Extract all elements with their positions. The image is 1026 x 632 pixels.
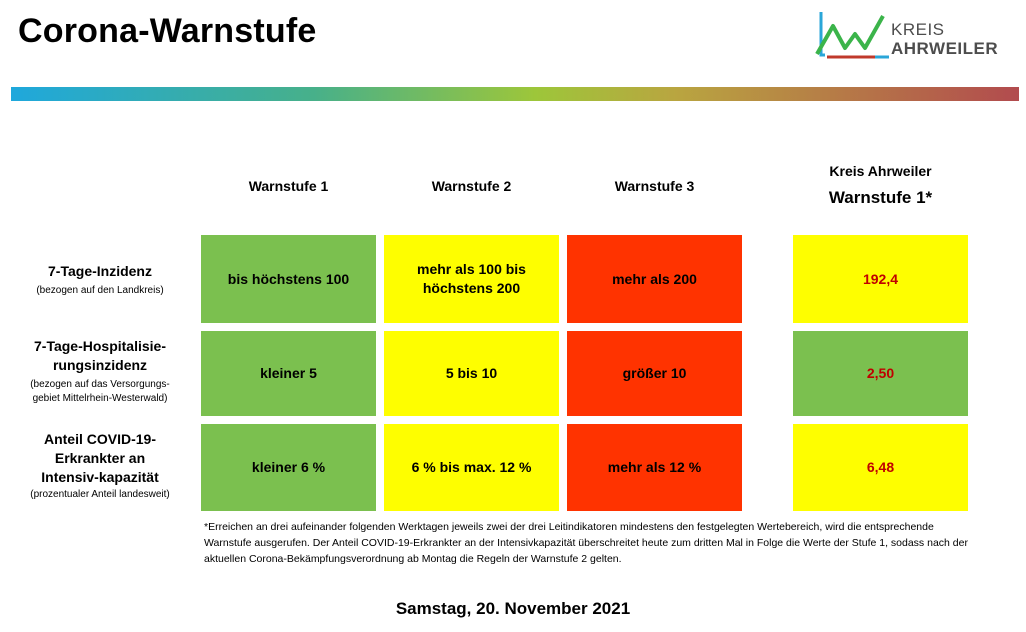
- cell-intensiv-stufe-2: 6 % bis max. 12 %: [384, 424, 559, 511]
- logo-line-ahrweiler: AHRWEILER: [891, 39, 999, 58]
- column-header-warnstufe-3: Warnstufe 3: [614, 178, 695, 194]
- row-label-subtitle: (bezogen auf das Versorgungs-gebiet Mitt…: [30, 379, 170, 404]
- cell-hospitalisierung-value: 2,50: [793, 331, 968, 416]
- cell-inzidenz-stufe-2: mehr als 100 bis höchstens 200: [384, 235, 559, 323]
- cell-hospitalisierung-stufe-2: 5 bis 10: [384, 331, 559, 416]
- row-label-inzidenz: 7-Tage-Inzidenz (bezogen auf den Landkre…: [4, 262, 196, 298]
- kreis-name: Kreis Ahrweiler: [829, 163, 932, 179]
- row-label-subtitle: (bezogen auf den Landkreis): [36, 285, 164, 296]
- header-gradient-bar: [11, 87, 1019, 101]
- row-label-subtitle: (prozentualer Anteil landesweit): [30, 489, 170, 500]
- row-label-title: 7-Tage-Hospitalisie-rungsinzidenz: [34, 338, 166, 373]
- aw-logo-mark-icon: [815, 12, 889, 59]
- cell-hospitalisierung-stufe-3: größer 10: [567, 331, 742, 416]
- kreis-current-level: Warnstufe 1*: [828, 188, 933, 207]
- column-header-warnstufe-2: Warnstufe 2: [431, 178, 512, 194]
- kreis-header: Kreis Ahrweiler Warnstufe 1*: [793, 163, 968, 208]
- column-header-warnstufe-1: Warnstufe 1: [248, 178, 329, 194]
- cell-intensiv-stufe-3: mehr als 12 %: [567, 424, 742, 511]
- cell-intensiv-value: 6,48: [793, 424, 968, 511]
- row-label-title: Anteil COVID-19-Erkrankter an Intensiv-k…: [41, 431, 159, 485]
- cell-inzidenz-stufe-1: bis höchstens 100: [201, 235, 376, 323]
- cell-inzidenz-stufe-3: mehr als 200: [567, 235, 742, 323]
- footnote: *Erreichen an drei aufeinander folgenden…: [204, 521, 968, 565]
- kreis-ahrweiler-logo: KREIS AHRWEILER: [815, 10, 1005, 60]
- cell-hospitalisierung-stufe-1: kleiner 5: [201, 331, 376, 416]
- row-label-hospitalisierung: 7-Tage-Hospitalisie-rungsinzidenz (bezog…: [4, 337, 196, 406]
- row-label-intensivkapazitaet: Anteil COVID-19-Erkrankter an Intensiv-k…: [4, 430, 196, 502]
- cell-inzidenz-value: 192,4: [793, 235, 968, 323]
- logo-line-kreis: KREIS: [891, 20, 945, 39]
- date-label: Samstag, 20. November 2021: [395, 599, 631, 618]
- row-label-title: 7-Tage-Inzidenz: [48, 263, 152, 279]
- cell-intensiv-stufe-1: kleiner 6 %: [201, 424, 376, 511]
- page-title: Corona-Warnstufe: [18, 12, 317, 50]
